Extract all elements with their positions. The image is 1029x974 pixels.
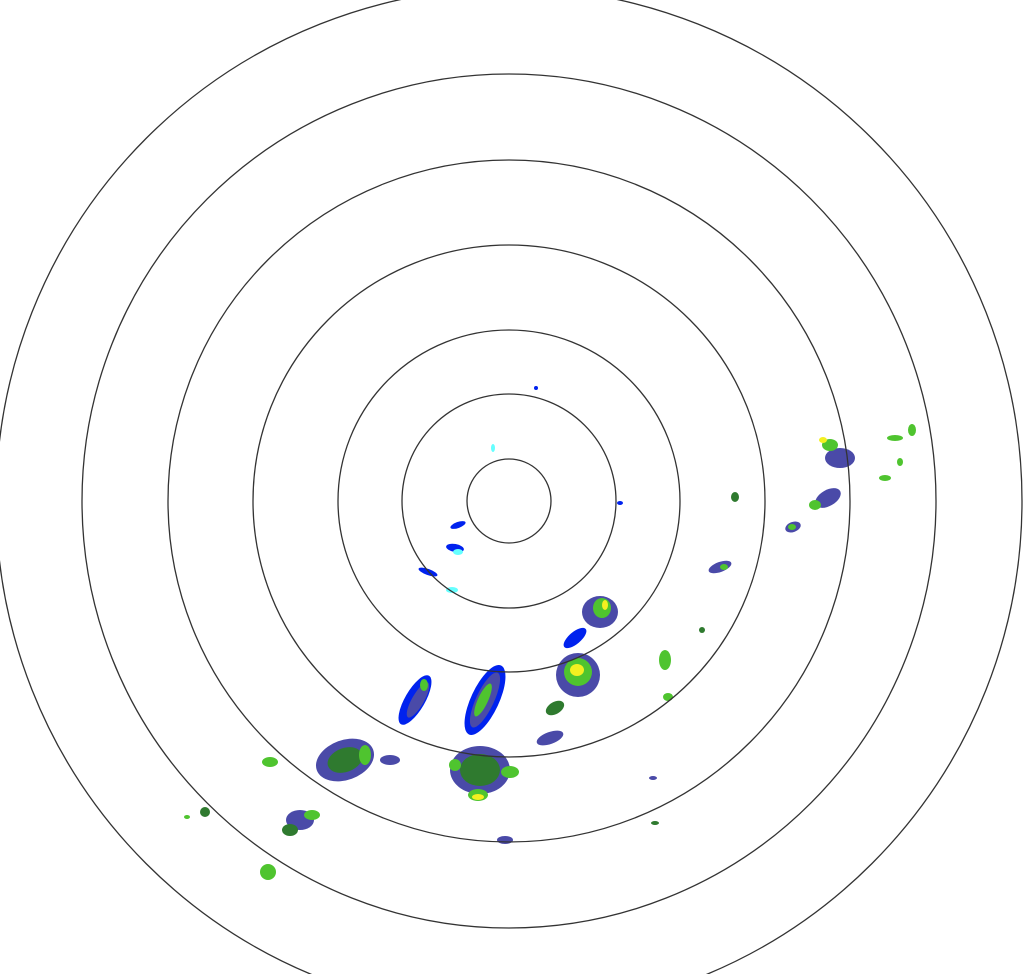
echo-moderate bbox=[262, 757, 278, 767]
echo-heavy bbox=[602, 600, 608, 610]
echo-moderate bbox=[908, 424, 916, 436]
range-ring-4 bbox=[252, 244, 766, 758]
echo-moderate bbox=[897, 458, 903, 466]
echo-heavy bbox=[570, 664, 584, 676]
echo-moderate bbox=[822, 439, 838, 451]
echo-moderate bbox=[593, 598, 611, 618]
echo-heavy bbox=[819, 437, 827, 443]
range-ring-2 bbox=[401, 393, 617, 609]
echo-light bbox=[450, 521, 466, 529]
echo-moderate-dark bbox=[282, 824, 298, 836]
precipitation-echoes bbox=[184, 386, 916, 880]
echo-moderate bbox=[887, 435, 903, 441]
echo-moderate-dark bbox=[731, 492, 739, 502]
echo-light-moderate bbox=[649, 776, 657, 780]
echo-light bbox=[418, 567, 438, 577]
echo-moderate bbox=[184, 815, 190, 819]
echo-light bbox=[617, 501, 623, 505]
echo-moderate bbox=[260, 864, 276, 880]
echo-moderate bbox=[659, 650, 671, 670]
echo-very-light bbox=[491, 444, 495, 452]
range-ring-6 bbox=[81, 73, 937, 929]
echo-moderate bbox=[501, 766, 519, 778]
echo-moderate bbox=[809, 500, 821, 510]
echo-light bbox=[563, 627, 587, 649]
echo-very-light bbox=[453, 549, 463, 555]
echo-moderate bbox=[359, 745, 371, 765]
echo-moderate bbox=[420, 679, 428, 691]
echo-light-moderate bbox=[536, 730, 564, 746]
echo-very-light bbox=[446, 587, 458, 593]
echo-moderate bbox=[474, 683, 492, 717]
echo-moderate bbox=[304, 810, 320, 820]
echo-light-moderate bbox=[815, 488, 841, 508]
echo-moderate bbox=[788, 524, 796, 530]
echo-light-moderate bbox=[406, 682, 430, 718]
echo-light-moderate bbox=[497, 836, 513, 844]
echo-moderate bbox=[720, 564, 728, 570]
echo-heavy bbox=[472, 794, 484, 800]
echo-light-moderate bbox=[825, 448, 855, 468]
echo-moderate-dark bbox=[699, 627, 705, 633]
echo-moderate-dark bbox=[200, 807, 210, 817]
echo-moderate-dark bbox=[327, 747, 363, 773]
echo-moderate bbox=[663, 693, 673, 701]
echo-moderate bbox=[449, 759, 461, 771]
echo-moderate-dark bbox=[651, 821, 659, 825]
echo-moderate bbox=[879, 475, 891, 481]
echo-light-moderate bbox=[380, 755, 400, 765]
echo-moderate-dark bbox=[545, 700, 565, 716]
echo-light bbox=[534, 386, 538, 390]
echo-moderate-dark bbox=[460, 754, 500, 786]
range-ring-1 bbox=[466, 458, 552, 544]
range-ring-3 bbox=[337, 329, 681, 673]
range-ring-5 bbox=[167, 159, 851, 843]
